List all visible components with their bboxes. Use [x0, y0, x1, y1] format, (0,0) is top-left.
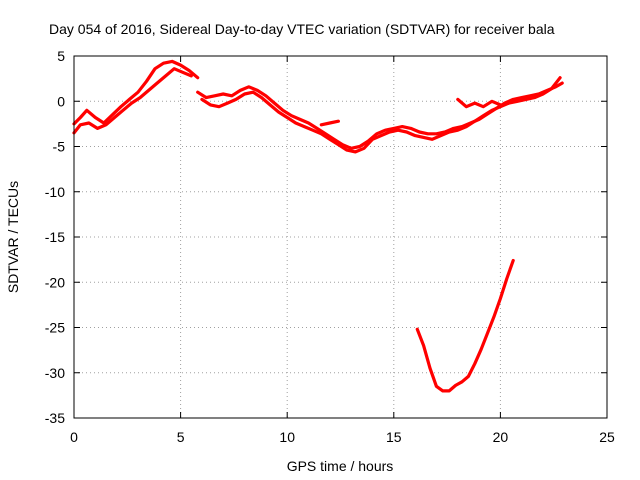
x-tick-label: 5: [177, 429, 185, 445]
series-track-d: [200, 76, 562, 154]
y-tick-label: -30: [45, 365, 65, 381]
x-tick-label: 10: [279, 429, 295, 445]
series-track-f: [456, 97, 502, 109]
x-tick-label: 20: [493, 429, 509, 445]
y-tick-label: 0: [57, 93, 65, 109]
y-tick-label: -35: [45, 410, 65, 426]
y-tick-label: -5: [53, 139, 66, 155]
series-track-b: [72, 67, 193, 135]
x-axis-label: GPS time / hours: [287, 458, 394, 474]
y-tick-label: -20: [45, 274, 65, 290]
series-track-g: [415, 258, 515, 393]
y-tick-label: -25: [45, 320, 65, 336]
series-track-a: [72, 59, 200, 126]
x-tick-label: 15: [386, 429, 402, 445]
grid: [74, 56, 607, 418]
chart-title: Day 054 of 2016, Sidereal Day-to-day VTE…: [49, 21, 555, 37]
x-tick-label: 0: [70, 429, 78, 445]
y-tick-label: -10: [45, 184, 65, 200]
series-track-e: [319, 119, 340, 127]
x-tick-label: 25: [599, 429, 615, 445]
ticks: 0 5 10 15 20 25 5 0 -5 -10 -15 -20 -25 -30 -35: [45, 48, 615, 445]
y-tick-label: 5: [57, 48, 65, 64]
plot-frame: [73, 55, 608, 419]
series-layer: [72, 59, 564, 393]
y-axis-label: SDTVAR / TECUs: [5, 181, 21, 293]
y-tick-label: -15: [45, 229, 65, 245]
